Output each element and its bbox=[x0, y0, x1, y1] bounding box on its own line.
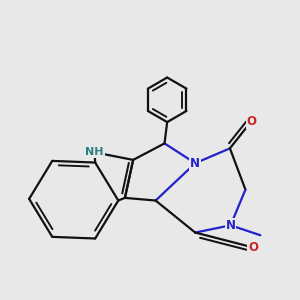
Text: O: O bbox=[248, 241, 258, 254]
Text: NH: NH bbox=[85, 147, 104, 157]
Text: N: N bbox=[190, 157, 200, 170]
Text: O: O bbox=[246, 115, 256, 128]
Text: N: N bbox=[226, 219, 236, 232]
